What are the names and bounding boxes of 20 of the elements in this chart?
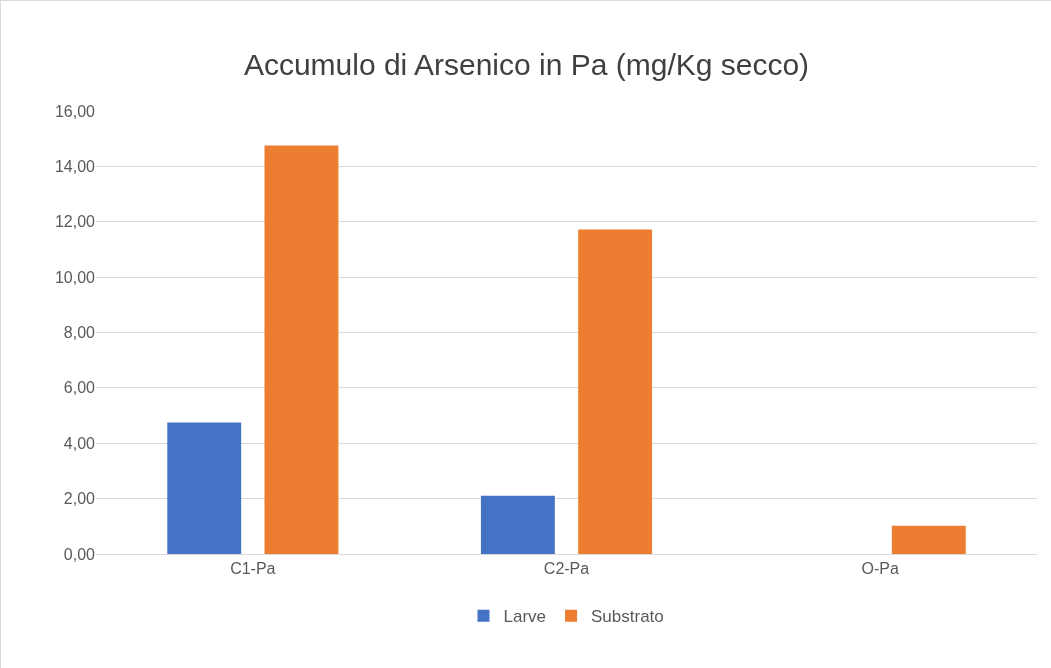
bar xyxy=(264,145,339,554)
x-tick-label: C2-Pa xyxy=(543,560,590,578)
y-tick-label: 2,00 xyxy=(63,490,96,508)
bar xyxy=(891,525,966,554)
x-tick-label: O-Pa xyxy=(861,560,899,578)
bar xyxy=(578,229,653,554)
y-tick-label: 10,00 xyxy=(54,268,96,286)
y-tick-label: 16,00 xyxy=(54,102,96,120)
bar xyxy=(480,495,555,554)
legend-label: Larve xyxy=(503,607,547,627)
x-tick-label: C1-Pa xyxy=(230,560,276,578)
legend-label: Substrato xyxy=(591,607,664,627)
y-tick-label: 14,00 xyxy=(54,157,96,175)
y-tick-label: 12,00 xyxy=(54,213,96,231)
y-tick-label: 4,00 xyxy=(63,434,96,452)
chart-title: Accumulo di Arsenico in Pa (mg/Kg secco) xyxy=(243,48,810,82)
y-tick-label: 8,00 xyxy=(63,324,96,342)
y-tick-label: 0,00 xyxy=(63,545,96,563)
bar xyxy=(167,422,242,554)
y-tick-label: 6,00 xyxy=(63,379,96,397)
